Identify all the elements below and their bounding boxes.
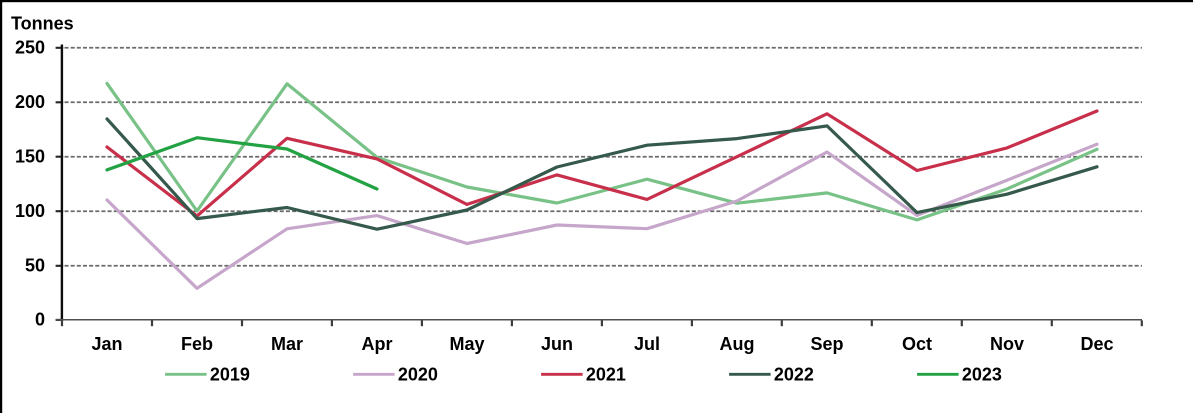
svg-text:2019: 2019 <box>210 364 250 384</box>
svg-text:150: 150 <box>15 146 45 166</box>
svg-text:2020: 2020 <box>398 364 438 384</box>
svg-text:100: 100 <box>15 201 45 221</box>
svg-text:2022: 2022 <box>774 364 814 384</box>
svg-text:Mar: Mar <box>271 334 303 354</box>
svg-text:Sep: Sep <box>810 334 843 354</box>
svg-text:May: May <box>449 334 484 354</box>
svg-text:Nov: Nov <box>990 334 1024 354</box>
svg-text:Apr: Apr <box>362 334 393 354</box>
svg-text:2021: 2021 <box>586 364 626 384</box>
svg-text:50: 50 <box>25 256 45 276</box>
svg-text:Jun: Jun <box>541 334 573 354</box>
svg-text:2023: 2023 <box>962 364 1002 384</box>
svg-text:Oct: Oct <box>902 334 932 354</box>
svg-text:0: 0 <box>35 310 45 330</box>
svg-text:Dec: Dec <box>1080 334 1113 354</box>
svg-text:Jul: Jul <box>634 334 660 354</box>
svg-text:Feb: Feb <box>181 334 213 354</box>
svg-text:Jan: Jan <box>91 334 122 354</box>
svg-text:Tonnes: Tonnes <box>11 14 74 34</box>
svg-text:250: 250 <box>15 38 45 58</box>
svg-text:200: 200 <box>15 92 45 112</box>
svg-text:Aug: Aug <box>720 334 755 354</box>
